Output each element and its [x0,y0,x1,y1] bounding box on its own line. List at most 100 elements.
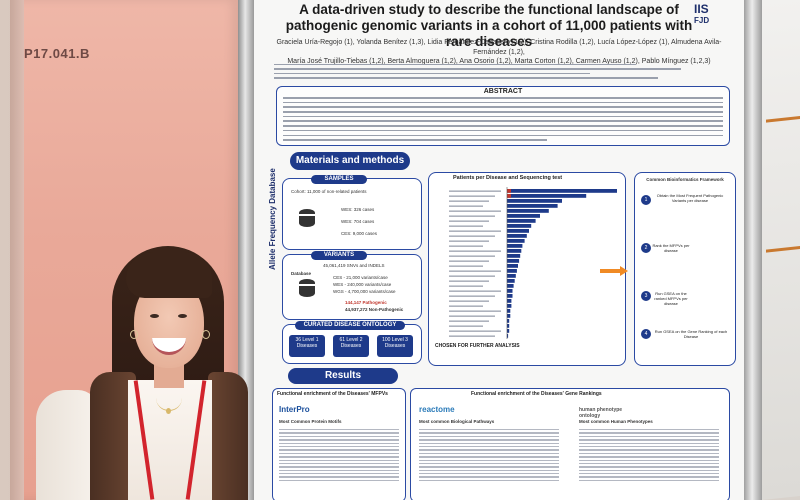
bar-28 [507,329,510,333]
authors-line2: María José Trujillo-Tiebas (1,2), Berta … [287,58,711,65]
database-label: Database [291,271,312,276]
variants-total-text: 45,061,419 SNVs and INDELS [323,263,385,268]
panel2-subtitle: Most common Biological Pathways [419,419,495,424]
variants-box: VARIANTS 45,061,419 SNVs and INDELS Data… [282,251,422,320]
flow-step-1: Obtain the Most Frequent Pathogenic Vari… [656,193,724,203]
ontology-box: CURATED DISEASE ONTOLOGY 36 Level 1 Dise… [282,321,422,364]
bar-label-16 [449,270,501,272]
abstract-box: ABSTRACT [276,86,730,146]
flow-step-3: Run GSEA on the ranked MFPVs per disease [654,291,688,306]
logo-iis-text: IIS [694,2,709,16]
logo-fjd-text: FJD [694,16,710,25]
bar-23 [507,304,512,308]
variants-pill: VARIANTS [311,251,367,260]
bar-label-17 [449,275,495,277]
interpro-brand: InterPro [279,405,310,414]
ces-variants: CES - 21,000 variants/case [333,275,388,280]
bar-label-28 [449,330,501,332]
bar-2 [507,199,562,203]
bar-label-12 [449,250,501,252]
earring-left [130,330,138,339]
step-3-icon: 3 [641,291,651,301]
reactome-brand: reactome [419,405,455,414]
bar-6 [507,219,536,223]
ces-count: CES: 9,000 cases [341,231,378,236]
hair-fringe [126,252,212,298]
bar-21 [507,294,513,298]
bar-highlight-0 [507,189,511,193]
bar-24 [507,309,511,313]
bioinformatics-framework-box: Common Bioinformatics Framework 1 Obtain… [634,172,736,366]
bar-0 [507,189,617,193]
chart-title: Patients per Disease and Sequencing test [453,175,563,181]
bar-label-0 [449,190,501,192]
bar-chart-svg [449,187,617,339]
level3-box: 100 Level 3 Diseases [377,335,413,357]
panel1-title: Functional enrichment of the Diseases' M… [277,391,388,397]
bar-15 [507,264,518,268]
bar-label-26 [449,320,489,322]
smile [152,338,186,355]
database-icon [299,209,315,227]
panel2-title: Functional enrichment of the Diseases' G… [471,391,602,397]
flow-step-4: Run GSEA on the Gene Ranking of each Dis… [654,329,728,339]
bar-label-14 [449,260,489,262]
bar-label-20 [449,290,501,292]
allele-frequency-label: Allele Frequency Database [268,168,277,270]
bar-label-13 [449,255,495,257]
variants-database-icon [299,279,315,297]
samples-box: SAMPLES Cohort: 11,000 of non-related pa… [282,175,422,250]
panel3-table [579,429,719,483]
bar-label-22 [449,300,489,302]
authors-line1: Graciela Uría-Regojo (1), Yolanda Beníte… [276,39,722,56]
bar-label-18 [449,280,489,282]
bar-14 [507,259,520,263]
bar-label-4 [449,210,501,212]
board-frame [10,0,24,500]
nonpathogenic-count: 44,937,272 Non-Pathogenic [345,307,404,312]
bar-label-9 [449,235,495,237]
level1-box: 36 Level 1 Diseases [289,335,325,357]
bar-label-27 [449,325,483,327]
vest-right [208,372,248,500]
patients-per-disease-chart: Patients per Disease and Sequencing test… [428,172,626,366]
bar-label-5 [449,215,495,217]
bar-label-11 [449,245,483,247]
bar-1 [507,194,587,198]
bar-9 [507,234,527,238]
bar-label-15 [449,265,483,267]
materials-methods-header: Materials and methods [290,152,410,170]
bar-22 [507,299,512,303]
bar-label-6 [449,220,489,222]
wes-variants: WES - 240,000 variants/case [333,282,392,287]
institute-logo: IIS FJD [694,2,740,25]
bar-label-23 [449,305,483,307]
panel3-subtitle: Most common Human Phenotypes [579,419,653,424]
poster-title-line2: pathogenic genomic variants in a cohort … [285,18,693,49]
samples-pill: SAMPLES [311,175,367,184]
hpo-brand: human phenotype ontology [579,407,623,419]
bar-11 [507,244,523,248]
bar-8 [507,229,529,233]
step-1-icon: 1 [641,195,651,205]
bar-27 [507,324,510,328]
necklace-pendant [166,408,171,414]
bar-25 [507,314,511,318]
right-eye [178,314,187,318]
shirt-sleeve [36,390,98,500]
bar-13 [507,254,521,258]
pathogenic-count: 144,147 Pathogenic [345,300,387,305]
bar-26 [507,319,510,323]
presenter-person [30,240,260,500]
bar-label-1 [449,195,495,197]
bar-18 [507,279,515,283]
bar-19 [507,284,514,288]
panel2-table [419,429,559,483]
board-id-label: P17.041.B [24,46,90,61]
earring-right [202,330,210,339]
bar-5 [507,214,540,218]
wes-count: WES: 326 cases [341,207,375,212]
abstract-text-lines [283,97,723,144]
chosen-for-analysis-label: CHOSEN FOR FURTHER ANALYSIS [435,343,520,349]
